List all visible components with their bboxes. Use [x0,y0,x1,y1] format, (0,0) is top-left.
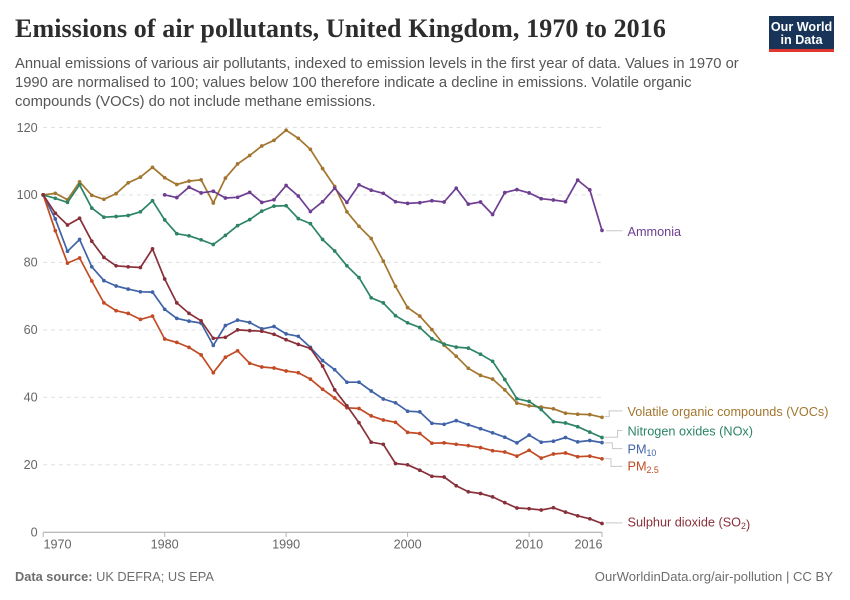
svg-text:0: 0 [31,526,38,540]
svg-text:40: 40 [24,391,38,405]
svg-text:Ammonia: Ammonia [628,225,683,239]
svg-text:20: 20 [24,458,38,472]
svg-text:1990: 1990 [272,538,300,552]
svg-text:Nitrogen oxides (NOx): Nitrogen oxides (NOx) [628,424,754,438]
svg-text:Sulphur dioxide (SO2): Sulphur dioxide (SO2) [628,515,751,532]
svg-text:Volatile organic compounds (VO: Volatile organic compounds (VOCs) [628,405,829,419]
svg-text:120: 120 [17,121,38,135]
svg-text:2000: 2000 [394,538,422,552]
svg-text:2016: 2016 [574,538,602,552]
svg-text:80: 80 [24,256,38,270]
svg-text:1980: 1980 [151,538,179,552]
svg-text:100: 100 [17,188,38,202]
svg-text:60: 60 [24,323,38,337]
svg-text:PM10: PM10 [628,442,657,458]
svg-text:1970: 1970 [44,538,72,552]
svg-text:PM2.5: PM2.5 [628,460,659,476]
svg-text:2010: 2010 [515,538,543,552]
